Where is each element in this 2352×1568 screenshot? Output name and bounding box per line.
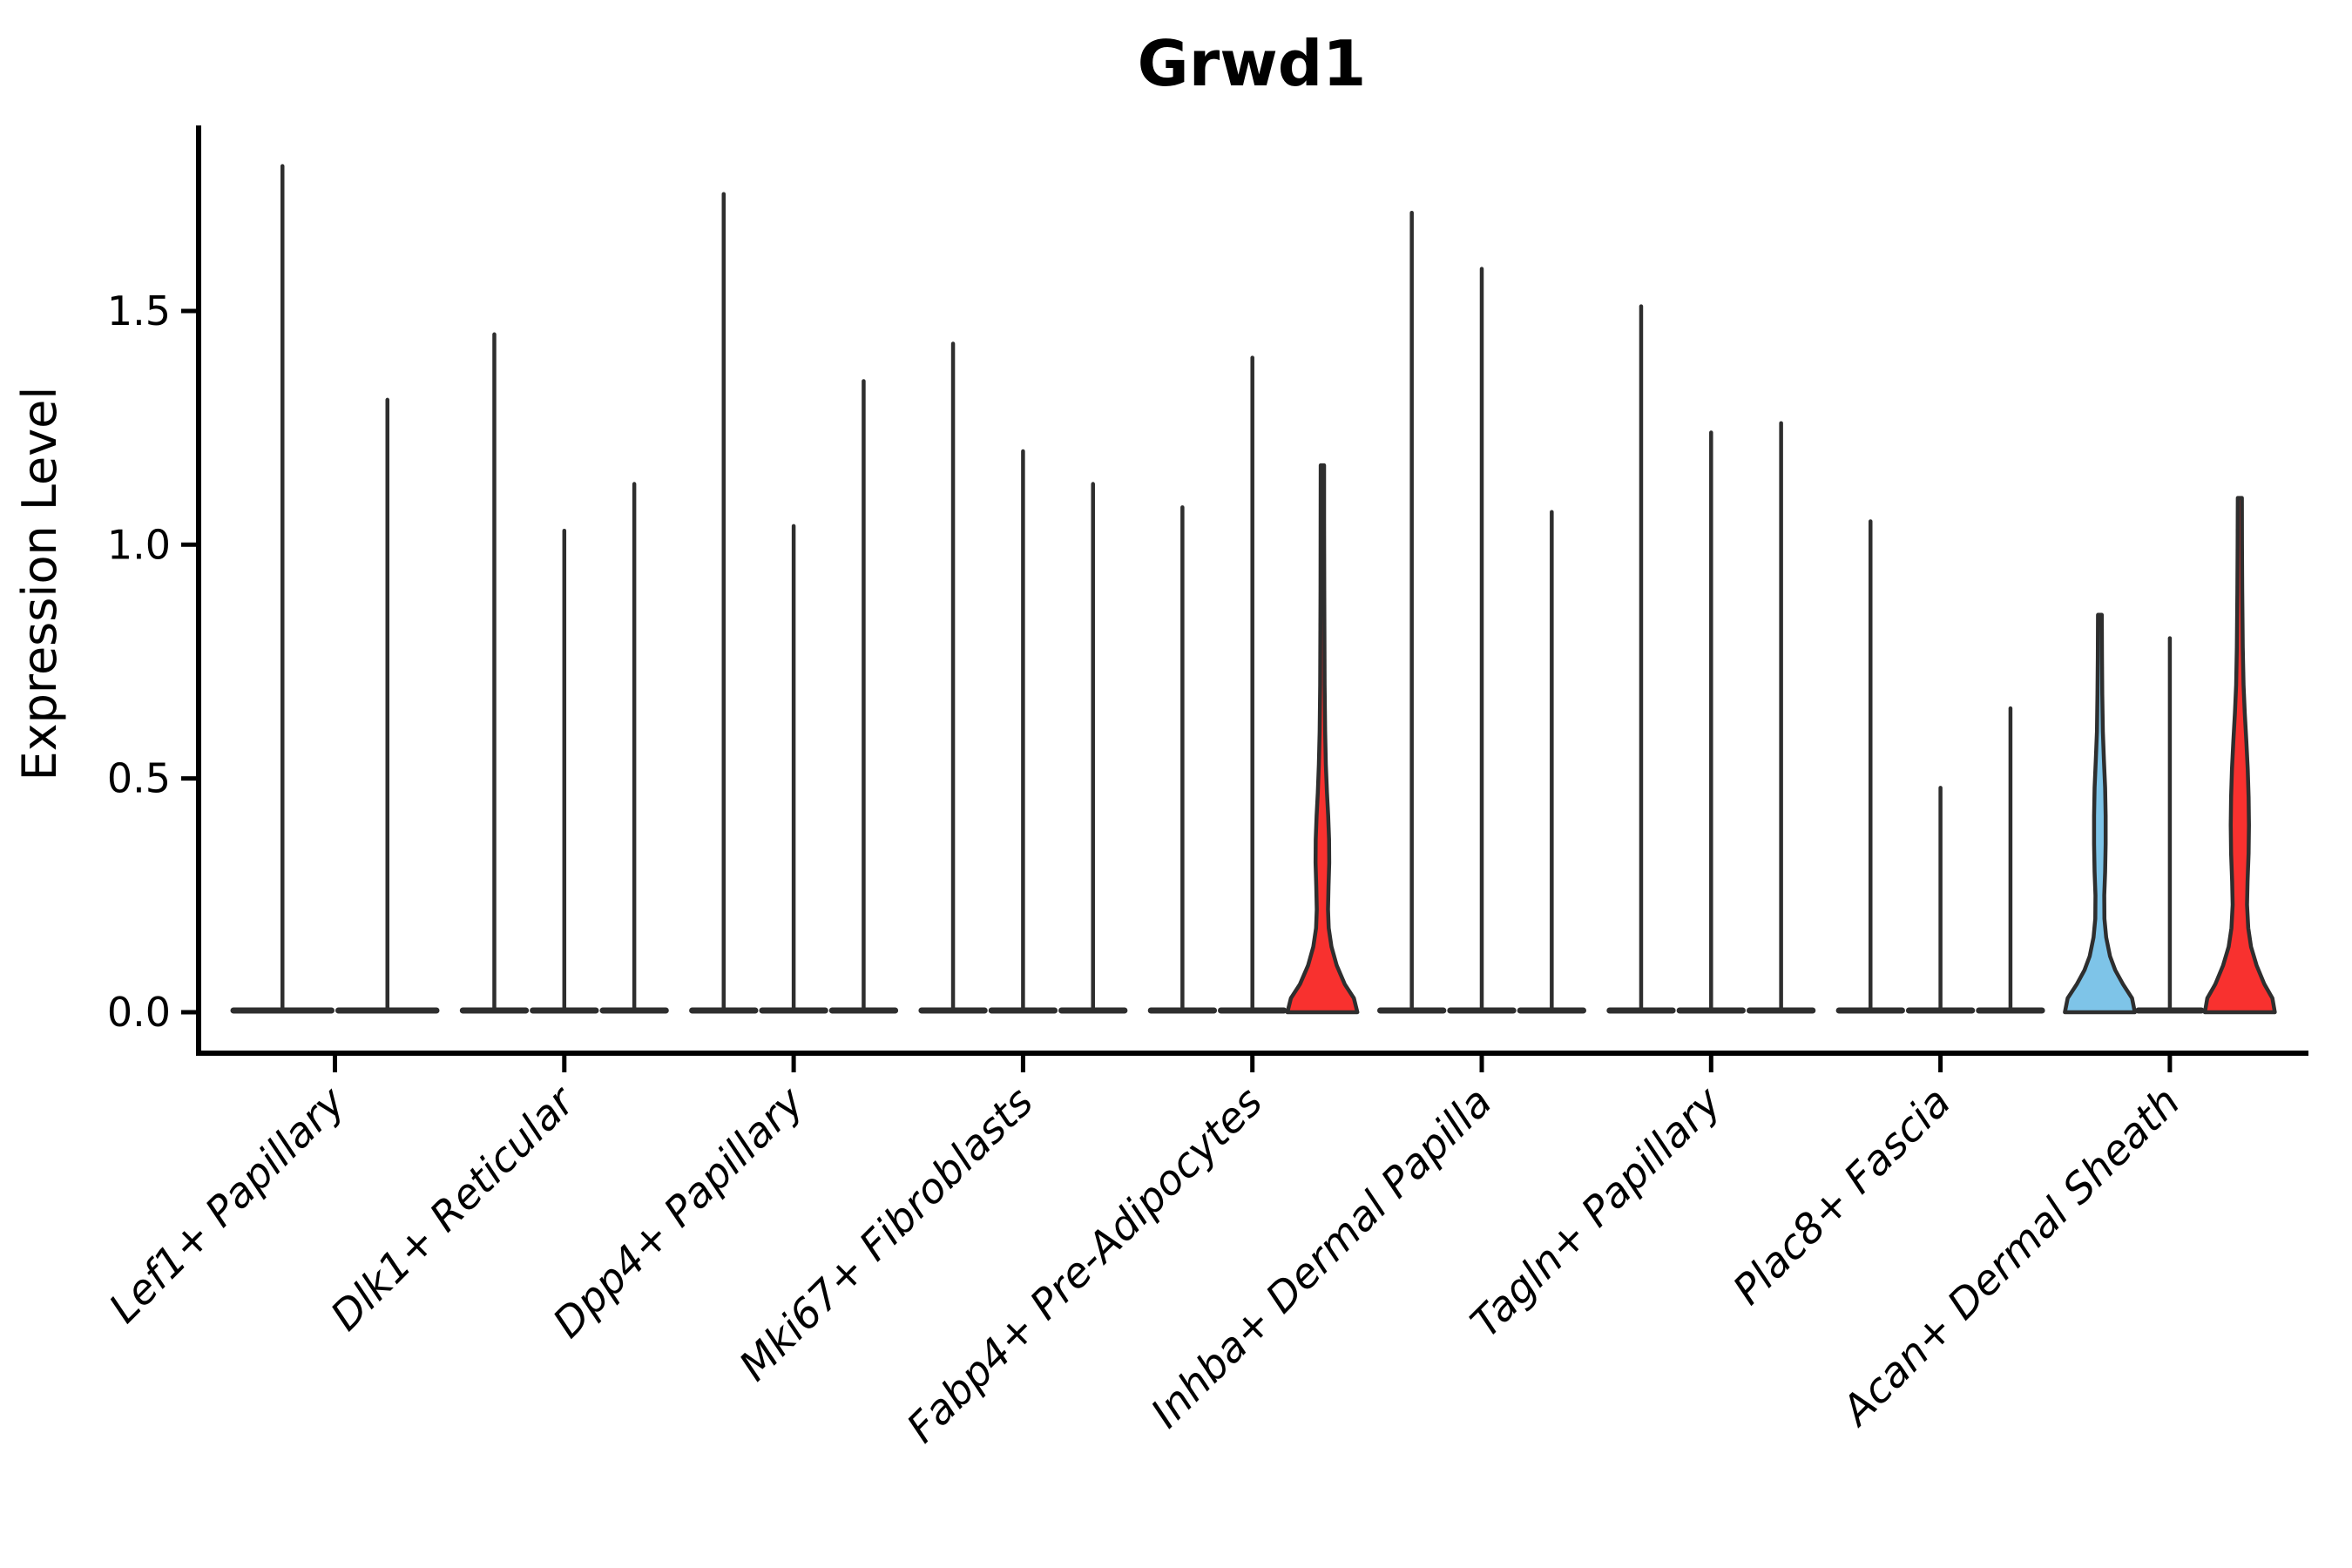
y-tick-label: 1.5 (107, 287, 171, 335)
chart-title: Grwd1 (1138, 27, 1367, 100)
violin-blue (2063, 612, 2137, 1015)
y-tick-label: 0.0 (107, 989, 171, 1036)
x-tick-label: Dpp4+ Papillary (544, 1078, 814, 1348)
x-tick-label: Tagln+ Papillary (1462, 1078, 1732, 1348)
y-axis-label: Expression Level (12, 387, 67, 781)
y-tick-label: 0.5 (107, 755, 171, 802)
x-tick-label: Plac8+ Fascia (1724, 1078, 1960, 1315)
violin-red (1285, 463, 1360, 1015)
y-tick-label: 1.0 (107, 521, 171, 568)
violin-red (2202, 496, 2277, 1015)
violins-layer (230, 164, 2277, 1015)
x-tick-label: Lef1+ Papillary (100, 1078, 355, 1333)
x-tick-label: Dlk1+ Reticular (321, 1077, 585, 1341)
